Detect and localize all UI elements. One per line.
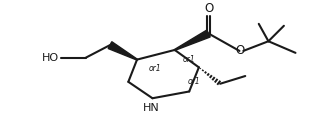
Text: O: O xyxy=(204,2,213,15)
Text: or1: or1 xyxy=(182,55,195,64)
Polygon shape xyxy=(174,30,210,50)
Text: O: O xyxy=(236,44,245,57)
Text: or1: or1 xyxy=(188,77,200,86)
Text: HN: HN xyxy=(143,103,160,113)
Text: or1: or1 xyxy=(149,64,161,73)
Text: HO: HO xyxy=(42,53,59,63)
Polygon shape xyxy=(108,42,137,60)
